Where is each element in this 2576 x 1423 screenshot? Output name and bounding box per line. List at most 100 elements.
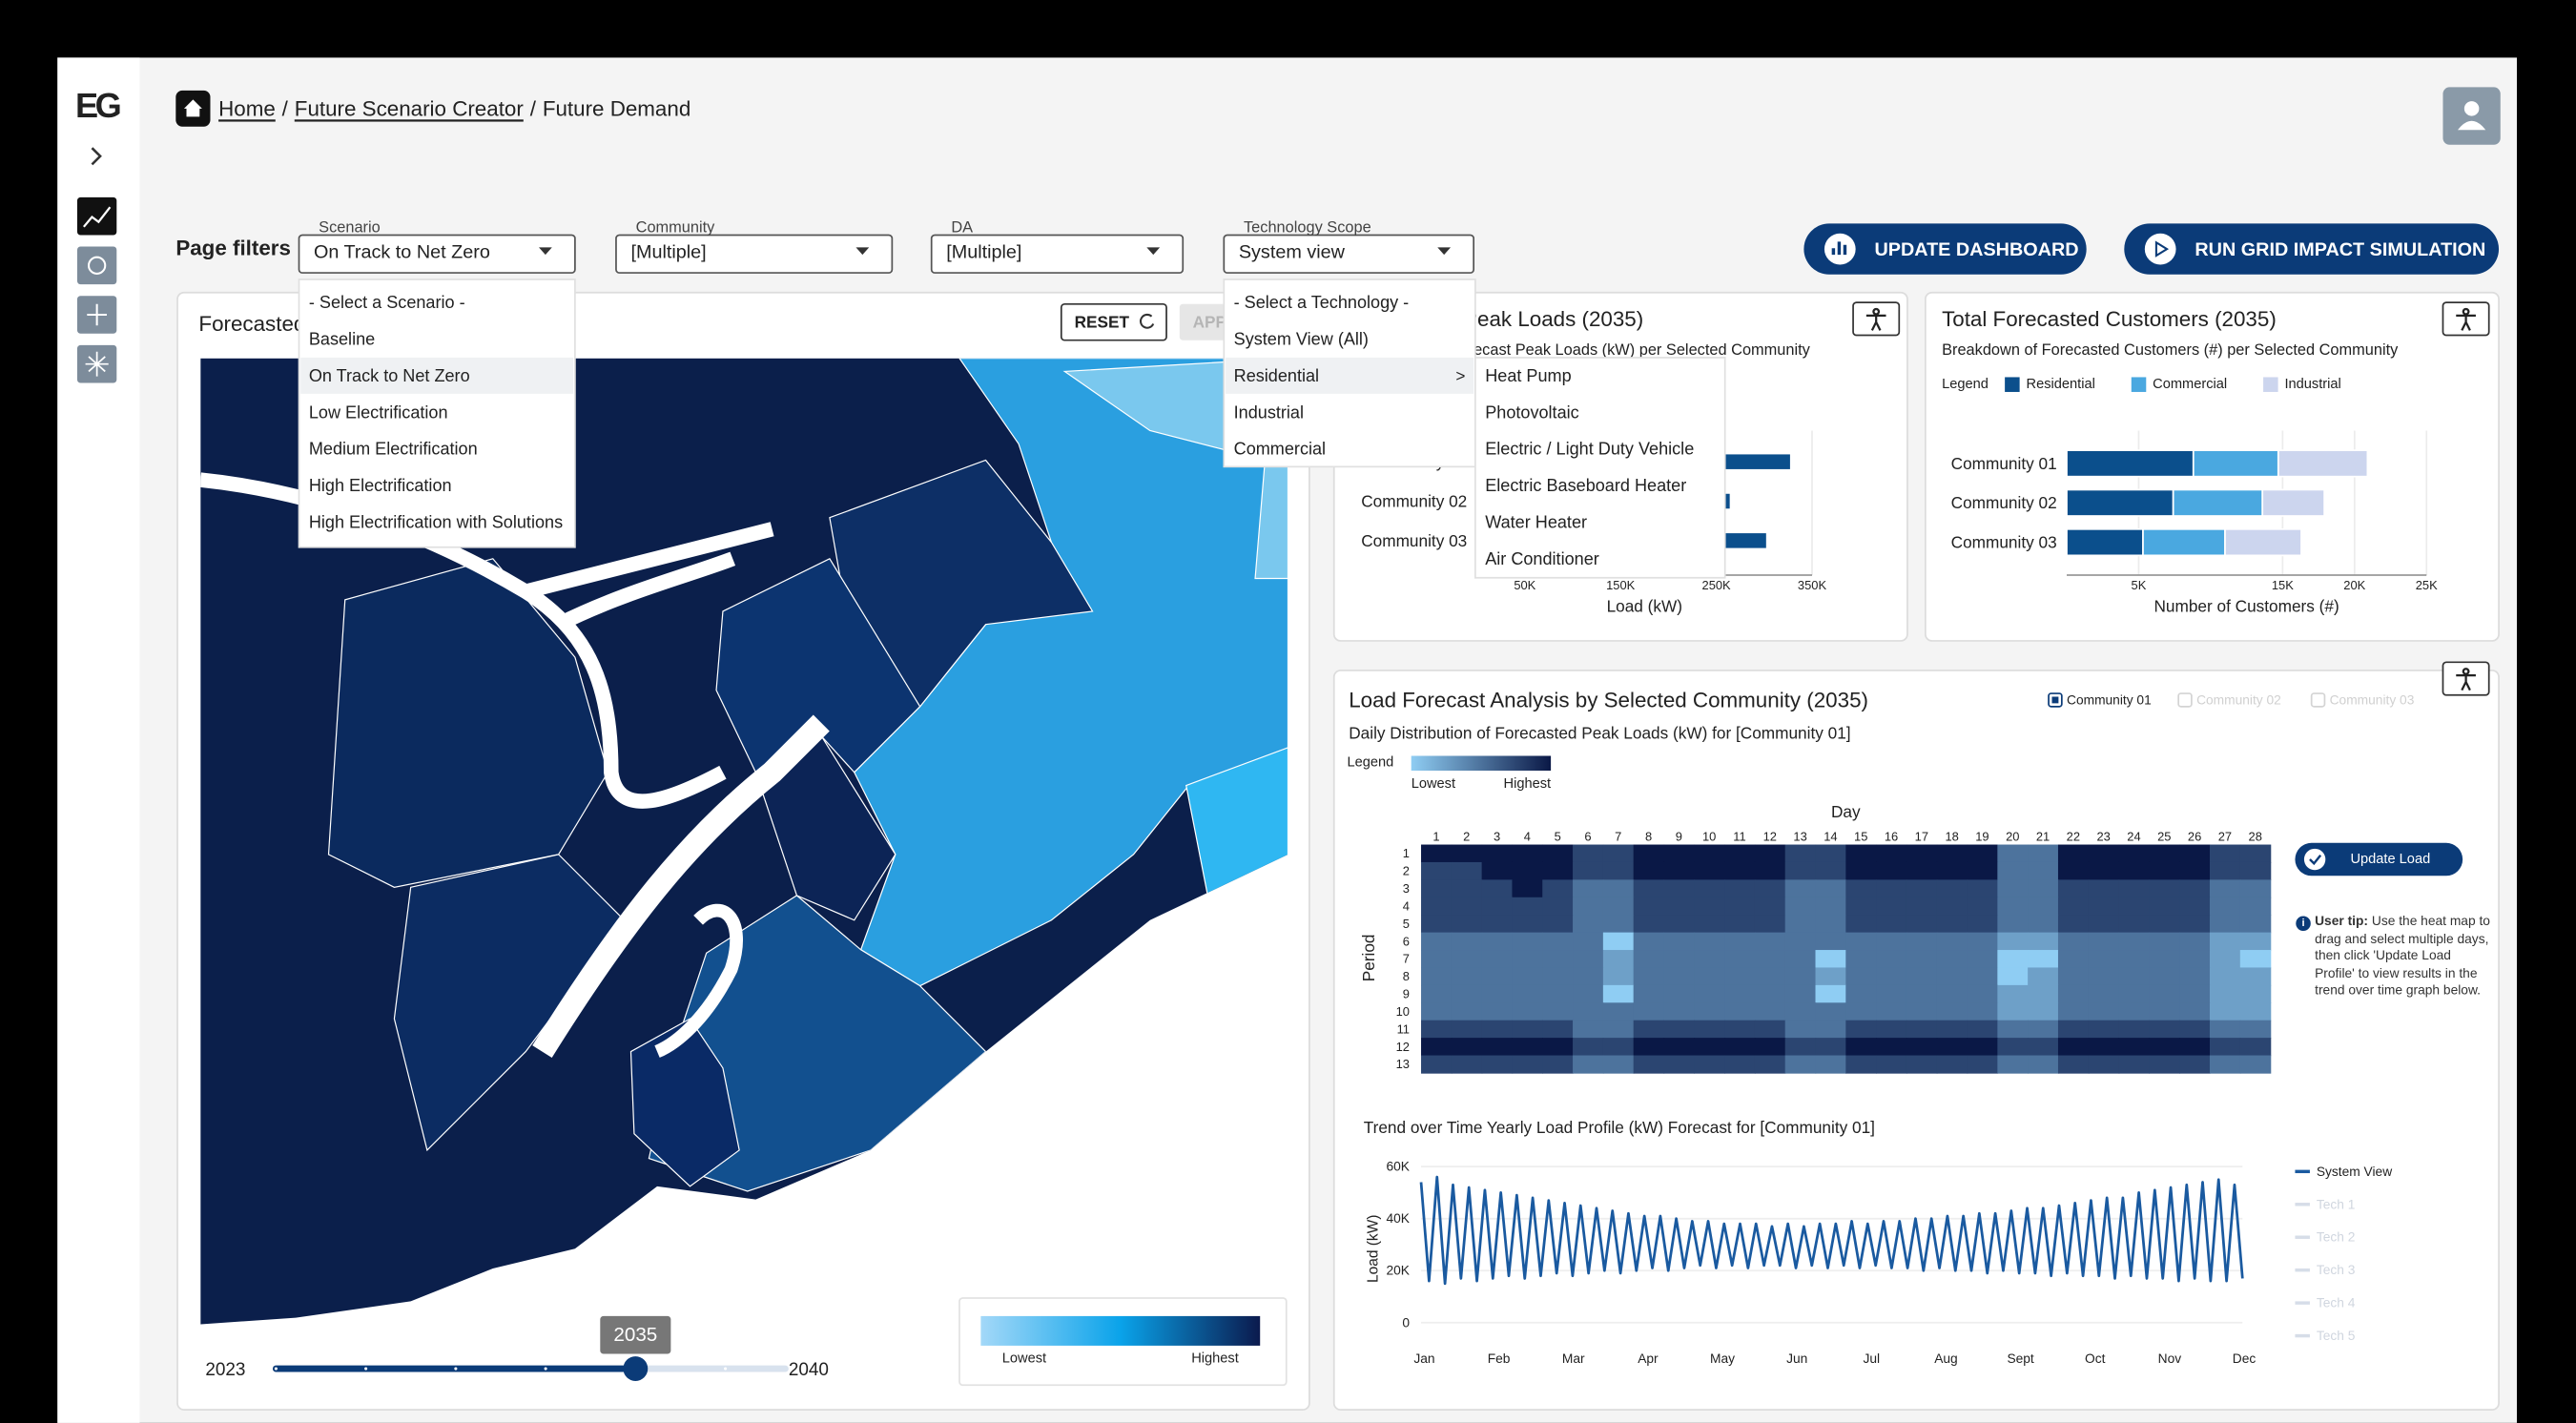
heat-cell[interactable]: [2239, 915, 2272, 934]
heat-cell[interactable]: [2057, 1055, 2090, 1074]
heat-cell[interactable]: [1663, 915, 1695, 934]
heat-cell[interactable]: [1602, 844, 1635, 863]
heat-cell[interactable]: [1451, 879, 1483, 898]
heat-cell[interactable]: [1421, 1020, 1453, 1039]
filter-dropdown[interactable]: [1223, 234, 1475, 274]
menu-option[interactable]: Commercial: [1234, 440, 1326, 459]
menu-option[interactable]: Medium Electrification: [309, 440, 478, 459]
heat-cell[interactable]: [1754, 844, 1786, 863]
menu-option[interactable]: System View (All): [1234, 329, 1369, 348]
heat-cell[interactable]: [1754, 950, 1786, 969]
heat-cell[interactable]: [2088, 932, 2120, 951]
heat-cell[interactable]: [1997, 967, 2029, 986]
heat-cell[interactable]: [1967, 844, 1999, 863]
heat-cell[interactable]: [1997, 861, 2029, 881]
heat-cell[interactable]: [1602, 1020, 1635, 1039]
heat-cell[interactable]: [1784, 861, 1817, 881]
heat-cell[interactable]: [1724, 879, 1756, 898]
heat-cell[interactable]: [1845, 861, 1877, 881]
heat-cell[interactable]: [2118, 879, 2151, 898]
heat-cell[interactable]: [2088, 915, 2120, 934]
heat-cell[interactable]: [1694, 932, 1725, 951]
heat-cell[interactable]: [2088, 967, 2120, 986]
heat-cell[interactable]: [1906, 967, 1938, 986]
heat-cell[interactable]: [1724, 844, 1756, 863]
heat-cell[interactable]: [2149, 984, 2180, 1003]
heat-cell[interactable]: [1573, 950, 1604, 969]
heat-cell[interactable]: [2239, 984, 2272, 1003]
heat-cell[interactable]: [1602, 932, 1635, 951]
heat-cell[interactable]: [1694, 879, 1725, 898]
heat-cell[interactable]: [1633, 844, 1665, 863]
heat-cell[interactable]: [1602, 897, 1635, 916]
heat-cell[interactable]: [1542, 879, 1574, 898]
heat-cell[interactable]: [2149, 879, 2180, 898]
legend-label[interactable]: Tech 4: [2317, 1296, 2356, 1310]
heat-cell[interactable]: [1906, 1020, 1938, 1039]
heat-cell[interactable]: [1663, 897, 1695, 916]
heat-cell[interactable]: [1845, 897, 1877, 916]
legend-label[interactable]: Tech 5: [2317, 1329, 2356, 1343]
heat-cell[interactable]: [1936, 861, 1968, 881]
heat-cell[interactable]: [1421, 950, 1453, 969]
heat-cell[interactable]: [1967, 915, 1999, 934]
breadcrumb-item[interactable]: Home: [218, 96, 276, 120]
heat-cell[interactable]: [2057, 950, 2090, 969]
heat-cell[interactable]: [1542, 1038, 1574, 1057]
heat-cell[interactable]: [1633, 950, 1665, 969]
heat-cell[interactable]: [1512, 915, 1543, 934]
heat-cell[interactable]: [1784, 932, 1817, 951]
heat-cell[interactable]: [1602, 950, 1635, 969]
heat-cell[interactable]: [2179, 1038, 2211, 1057]
heat-cell[interactable]: [1754, 1055, 1786, 1074]
heat-cell[interactable]: [1876, 1020, 1907, 1039]
heat-cell[interactable]: [2179, 861, 2211, 881]
heat-cell[interactable]: [1724, 1038, 1756, 1057]
heat-cell[interactable]: [2179, 915, 2211, 934]
heat-cell[interactable]: [1936, 915, 1968, 934]
heat-cell[interactable]: [1451, 950, 1483, 969]
heat-cell[interactable]: [1542, 844, 1574, 863]
heat-cell[interactable]: [1997, 1020, 2029, 1039]
heat-cell[interactable]: [1754, 1020, 1786, 1039]
heat-cell[interactable]: [1602, 1002, 1635, 1021]
heat-cell[interactable]: [2088, 1055, 2120, 1074]
heat-cell[interactable]: [1784, 879, 1817, 898]
heat-cell[interactable]: [2057, 1038, 2090, 1057]
heat-cell[interactable]: [2149, 1055, 2180, 1074]
heat-cell[interactable]: [1481, 897, 1514, 916]
update-load-button[interactable]: [2295, 842, 2463, 876]
heat-cell[interactable]: [1936, 967, 1968, 986]
heat-cell[interactable]: [1845, 915, 1877, 934]
heat-cell[interactable]: [1936, 932, 1968, 951]
heat-cell[interactable]: [1573, 1002, 1604, 1021]
heat-cell[interactable]: [1936, 879, 1968, 898]
heat-cell[interactable]: [1997, 950, 2029, 969]
heat-cell[interactable]: [1421, 1002, 1453, 1021]
heat-cell[interactable]: [1845, 844, 1877, 863]
heat-cell[interactable]: [1421, 1055, 1453, 1074]
heat-cell[interactable]: [1967, 1020, 1999, 1039]
heat-cell[interactable]: [1724, 932, 1756, 951]
heat-cell[interactable]: [2057, 879, 2090, 898]
heat-cell[interactable]: [2028, 932, 2059, 951]
heat-cell[interactable]: [2239, 879, 2272, 898]
heat-cell[interactable]: [2118, 861, 2151, 881]
heat-cell[interactable]: [1512, 1055, 1543, 1074]
heat-cell[interactable]: [1694, 897, 1725, 916]
heat-cell[interactable]: [1451, 984, 1483, 1003]
heat-cell[interactable]: [1694, 861, 1725, 881]
heat-cell[interactable]: [1451, 915, 1483, 934]
heat-cell[interactable]: [2088, 984, 2120, 1003]
heat-cell[interactable]: [2149, 844, 2180, 863]
heat-cell[interactable]: [1542, 1020, 1574, 1039]
heat-cell[interactable]: [2209, 1055, 2241, 1074]
heat-cell[interactable]: [1784, 844, 1817, 863]
heat-cell[interactable]: [2088, 950, 2120, 969]
heat-cell[interactable]: [1663, 1002, 1695, 1021]
heat-cell[interactable]: [1451, 1020, 1483, 1039]
heat-cell[interactable]: [1906, 861, 1938, 881]
heat-cell[interactable]: [1876, 879, 1907, 898]
heat-cell[interactable]: [1421, 879, 1453, 898]
heat-cell[interactable]: [1906, 897, 1938, 916]
